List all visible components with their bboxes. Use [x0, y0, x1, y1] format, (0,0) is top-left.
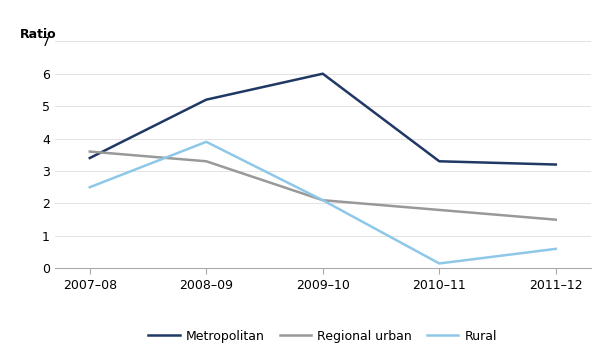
Regional urban: [435, 208, 443, 212]
Line: Regional urban: Regional urban: [90, 152, 556, 220]
Legend: Metropolitan, Regional urban, Rural: Metropolitan, Regional urban, Rural: [144, 324, 502, 344]
Line: Metropolitan: Metropolitan: [90, 74, 556, 164]
Rural: [552, 247, 560, 251]
Metropolitan: [552, 162, 560, 166]
Rural: [86, 185, 93, 189]
Regional urban: [203, 159, 210, 163]
Metropolitan: [435, 159, 443, 163]
Rural: [319, 198, 326, 202]
Metropolitan: [203, 98, 210, 102]
Text: Ratio: Ratio: [20, 28, 57, 41]
Metropolitan: [319, 72, 326, 76]
Regional urban: [319, 198, 326, 202]
Rural: [435, 261, 443, 266]
Regional urban: [86, 150, 93, 154]
Metropolitan: [86, 156, 93, 160]
Rural: [203, 140, 210, 144]
Regional urban: [552, 218, 560, 222]
Line: Rural: Rural: [90, 142, 556, 264]
